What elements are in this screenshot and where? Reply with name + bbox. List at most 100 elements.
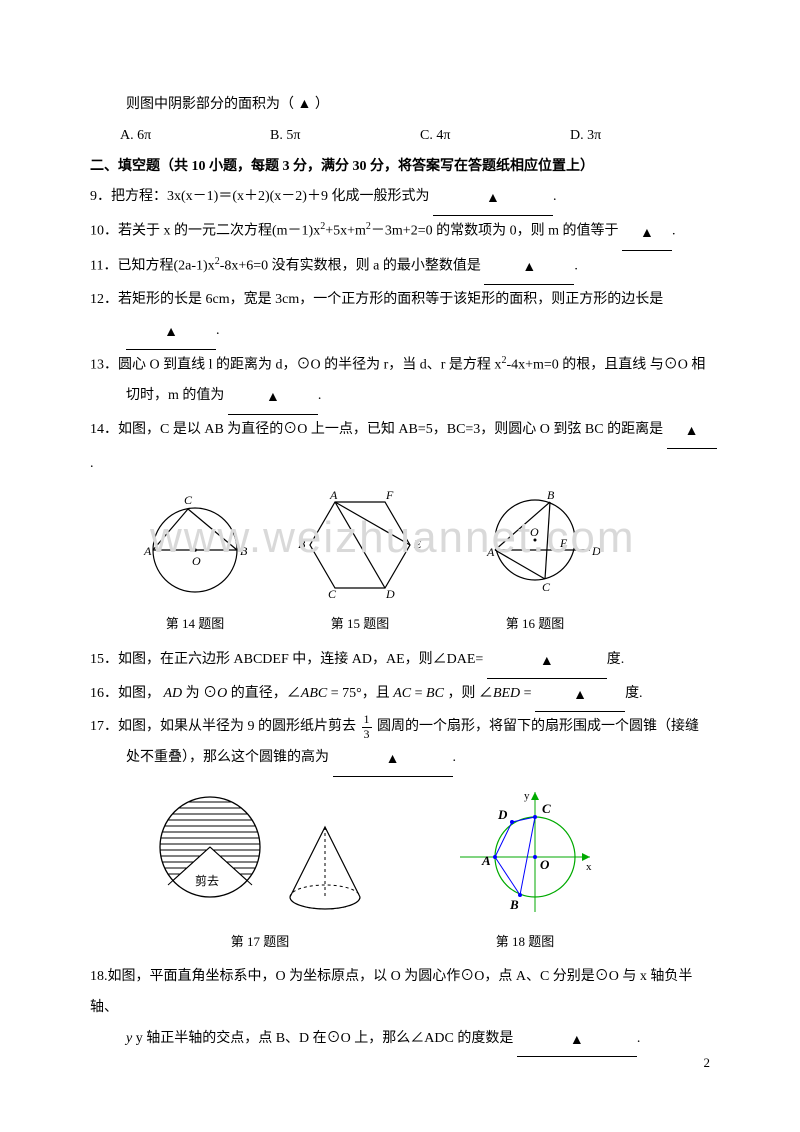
q9-blank: ▲ <box>433 184 553 216</box>
q13: 13．圆心 O 到直线 l 的距离为 d，⊙O 的半径为 r，当 d、r 是方程… <box>90 350 720 415</box>
fig14-block: A B C O 第 14 题图 <box>130 490 260 639</box>
q13-c: 切时，m 的值为 <box>126 388 224 403</box>
svg-text:C: C <box>328 587 337 600</box>
q14: 14．如图，C 是以 AB 为直径的⊙O 上一点，已知 AB=5，BC=3，则圆… <box>90 415 720 480</box>
svg-text:O: O <box>192 554 201 568</box>
triangle-icon: ▲ <box>522 253 536 284</box>
q13-blank: ▲ <box>228 383 318 415</box>
triangle-icon: ▲ <box>540 647 554 678</box>
fig14-svg: A B C O <box>130 490 260 600</box>
svg-text:B: B <box>509 897 519 912</box>
svg-text:A: A <box>486 545 495 559</box>
q16: 16．如图， AD 为 ⊙O 的直径，∠ABC = 75°，且 AC = BC … <box>90 679 720 713</box>
q16-end: 度. <box>625 686 643 701</box>
question-lead: 则图中阴影部分的面积为（ ▲ ） <box>126 90 720 121</box>
q16-ad: AD <box>164 686 183 701</box>
q15-blank: ▲ <box>487 647 607 679</box>
q17-b: 圆周的一个扇形，将留下的扇形围成一个圆锥（接缝 <box>377 719 699 734</box>
fig17-caption: 第 17 题图 <box>150 928 370 957</box>
q10: 10．若关于 x 的一元二次方程(m－1)x2+5x+m2－3m+2=0 的常数… <box>90 216 720 250</box>
q16-blank: ▲ <box>535 681 625 713</box>
q17: 17．如图，如果从半径为 9 的圆形纸片剪去 13 圆周的一个扇形，将留下的扇形… <box>90 712 720 777</box>
fig15-block: A F E D C B 第 15 题图 <box>290 490 430 639</box>
options-row: A. 6π B. 5π C. 4π D. 3π <box>120 121 720 152</box>
q16-d: = 75°，且 <box>327 686 393 701</box>
q13-a: 13．圆心 O 到直线 l 的距离为 d，⊙O 的半径为 r，当 d、r 是方程… <box>90 357 501 372</box>
fig17-svg: 剪去 <box>150 787 370 917</box>
svg-text:x: x <box>586 861 592 873</box>
q16-a: 16．如图， <box>90 686 160 701</box>
q16-b: 为 ⊙ <box>182 686 217 701</box>
svg-text:O: O <box>530 525 539 539</box>
q18-blank: ▲ <box>517 1026 637 1058</box>
q11: 11．已知方程(2a-1)x2-8x+6=0 没有实数根，则 a 的最小整数值是… <box>90 251 720 285</box>
q16-bed: BED <box>493 686 520 701</box>
opt-a: A. 6π <box>120 121 270 152</box>
triangle-icon: ▲ <box>386 745 400 776</box>
svg-text:B: B <box>240 544 248 558</box>
q10-c: －3m+2=0 的常数项为 0，则 m 的值等于 <box>371 224 619 239</box>
q16-c: 的直径，∠ <box>227 686 301 701</box>
triangle-icon: ▲ <box>570 1026 584 1057</box>
q16-ac: AC <box>393 686 411 701</box>
q18-b: y 轴正半轴的交点，点 B、D 在⊙O 上，那么∠ADC 的度数是 <box>136 1031 514 1046</box>
svg-text:C: C <box>184 493 193 507</box>
q18-a: 18.如图，平面直角坐标系中，O 为坐标原点，以 O 为圆心作⊙O，点 A、C … <box>90 969 692 1015</box>
fraction-icon: 13 <box>362 713 372 740</box>
svg-text:O: O <box>540 857 550 872</box>
fig17-block: 剪去 第 17 题图 <box>150 787 370 956</box>
q10-a: 10．若关于 x 的一元二次方程(m－1)x <box>90 224 320 239</box>
page-number: 2 <box>704 1049 711 1078</box>
cutaway-label: 剪去 <box>195 873 219 888</box>
svg-text:E: E <box>413 537 422 551</box>
svg-text:F: F <box>385 490 394 502</box>
svg-text:A: A <box>481 853 491 868</box>
opt-b: B. 5π <box>270 121 420 152</box>
svg-text:D: D <box>497 807 508 822</box>
q9-text: 9．把方程：3x(x－1)＝(x＋2)(x－2)＋9 化成一般形式为 <box>90 189 429 204</box>
q12-blank: ▲ <box>126 318 216 350</box>
fig15-svg: A F E D C B <box>290 490 430 600</box>
q12-text: 12．若矩形的长是 6cm，宽是 3cm，一个正方形的面积等于该矩形的面积，则正… <box>90 292 663 307</box>
triangle-icon: ▲ <box>573 681 587 712</box>
fig16-caption: 第 16 题图 <box>460 610 610 639</box>
q12: 12．若矩形的长是 6cm，宽是 3cm，一个正方形的面积等于该矩形的面积，则正… <box>90 285 720 350</box>
svg-text:A: A <box>143 544 152 558</box>
fig18-block: A C D B O x y 第 18 题图 <box>450 787 600 956</box>
q18: 18.如图，平面直角坐标系中，O 为坐标原点，以 O 为圆心作⊙O，点 A、C … <box>90 962 720 1057</box>
q11-b: -8x+6=0 没有实数根，则 a 的最小整数值是 <box>220 258 481 273</box>
figure-row-2: 剪去 第 17 题图 <box>150 787 720 956</box>
q17-a: 17．如图，如果从半径为 9 的圆形纸片剪去 <box>90 719 356 734</box>
q9: 9．把方程：3x(x－1)＝(x＋2)(x－2)＋9 化成一般形式为 ▲. <box>90 182 720 216</box>
q17-c: 处不重叠），那么这个圆锥的高为 <box>126 750 329 765</box>
svg-text:C: C <box>542 801 551 816</box>
triangle-icon: ▲ <box>164 318 178 349</box>
q15-end: 度. <box>607 652 625 667</box>
triangle-icon: ▲ <box>640 219 654 250</box>
q17-blank: ▲ <box>333 745 453 777</box>
svg-text:D: D <box>385 587 395 600</box>
q16-abc: ABC <box>301 686 327 701</box>
q16-f: ，则 ∠ <box>444 686 493 701</box>
svg-text:y: y <box>524 790 530 802</box>
triangle-icon: ▲ <box>486 184 500 215</box>
q14-blank: ▲ <box>667 417 717 449</box>
q14-text: 14．如图，C 是以 AB 为直径的⊙O 上一点，已知 AB=5，BC=3，则圆… <box>90 422 663 437</box>
section-2-header: 二、填空题（共 10 小题，每题 3 分，满分 30 分，将答案写在答题纸相应位… <box>90 152 720 183</box>
fig16-block: A B C D E O 第 16 题图 <box>460 490 610 639</box>
q16-o: O <box>217 686 227 701</box>
triangle-icon: ▲ <box>266 383 280 414</box>
q11-blank: ▲ <box>484 253 574 285</box>
q10-b: +5x+m <box>325 224 366 239</box>
svg-text:B: B <box>547 490 555 502</box>
svg-text:B: B <box>298 537 306 551</box>
q16-e: = <box>411 686 426 701</box>
svg-text:E: E <box>559 536 568 550</box>
q13-b: -4x+m=0 的根，且直线 与⊙O 相 <box>506 357 705 372</box>
fig15-caption: 第 15 题图 <box>290 610 430 639</box>
svg-text:D: D <box>591 544 601 558</box>
svg-text:A: A <box>329 490 338 502</box>
q15: 15．如图，在正六边形 ABCDEF 中，连接 AD，AE，则∠DAE= ▲ 度. <box>90 645 720 679</box>
q15-text: 15．如图，在正六边形 ABCDEF 中，连接 AD，AE，则∠DAE= <box>90 652 483 667</box>
svg-text:C: C <box>542 580 551 594</box>
